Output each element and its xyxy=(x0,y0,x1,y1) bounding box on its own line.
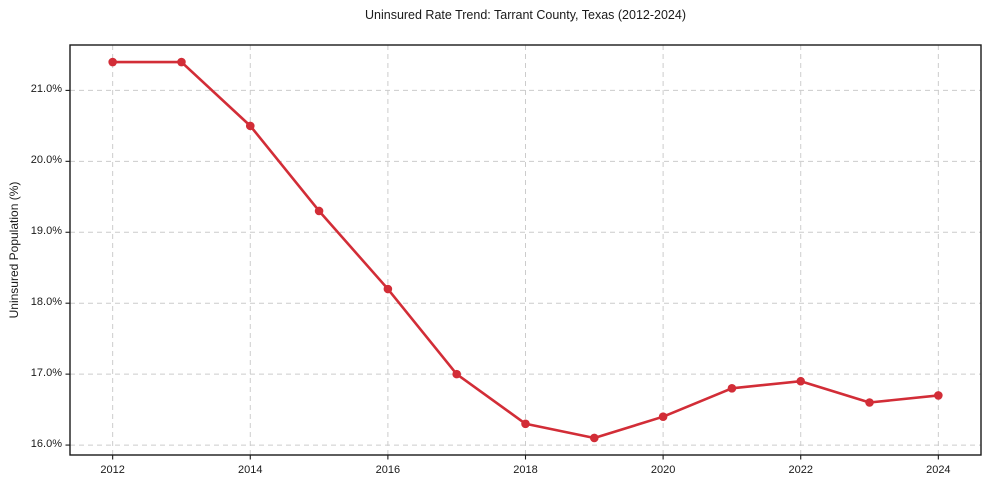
x-tick-label: 2022 xyxy=(788,464,813,476)
x-tick-label: 2024 xyxy=(926,464,951,476)
data-point xyxy=(245,121,255,131)
axes-border xyxy=(69,44,982,456)
data-point xyxy=(314,206,324,216)
y-tick-label: 16.0% xyxy=(30,438,62,451)
data-point xyxy=(865,398,874,407)
y-tick-label: 21.0% xyxy=(30,83,62,96)
y-tick-label: 17.0% xyxy=(30,367,62,380)
y-tick-label: 20.0% xyxy=(30,154,62,167)
data-point xyxy=(796,376,806,386)
data-point xyxy=(383,284,393,294)
data-point xyxy=(177,57,186,67)
x-tick-label: 2020 xyxy=(650,464,676,476)
data-point xyxy=(108,57,117,67)
data-point xyxy=(590,433,599,443)
data-point xyxy=(727,384,737,393)
data-point xyxy=(452,369,461,379)
x-tick-label: 2012 xyxy=(100,464,125,476)
data-point xyxy=(658,412,668,421)
data-point xyxy=(521,419,530,429)
data-point xyxy=(934,391,943,400)
y-tick-label: 18.0% xyxy=(30,296,62,309)
x-tick-label: 2016 xyxy=(375,464,401,476)
x-tick-label: 2014 xyxy=(238,464,263,476)
chart-title: Uninsured Rate Trend: Tarrant County, Te… xyxy=(364,8,686,22)
y-tick-label: 19.0% xyxy=(30,225,62,238)
x-tick-label: 2018 xyxy=(513,464,538,476)
